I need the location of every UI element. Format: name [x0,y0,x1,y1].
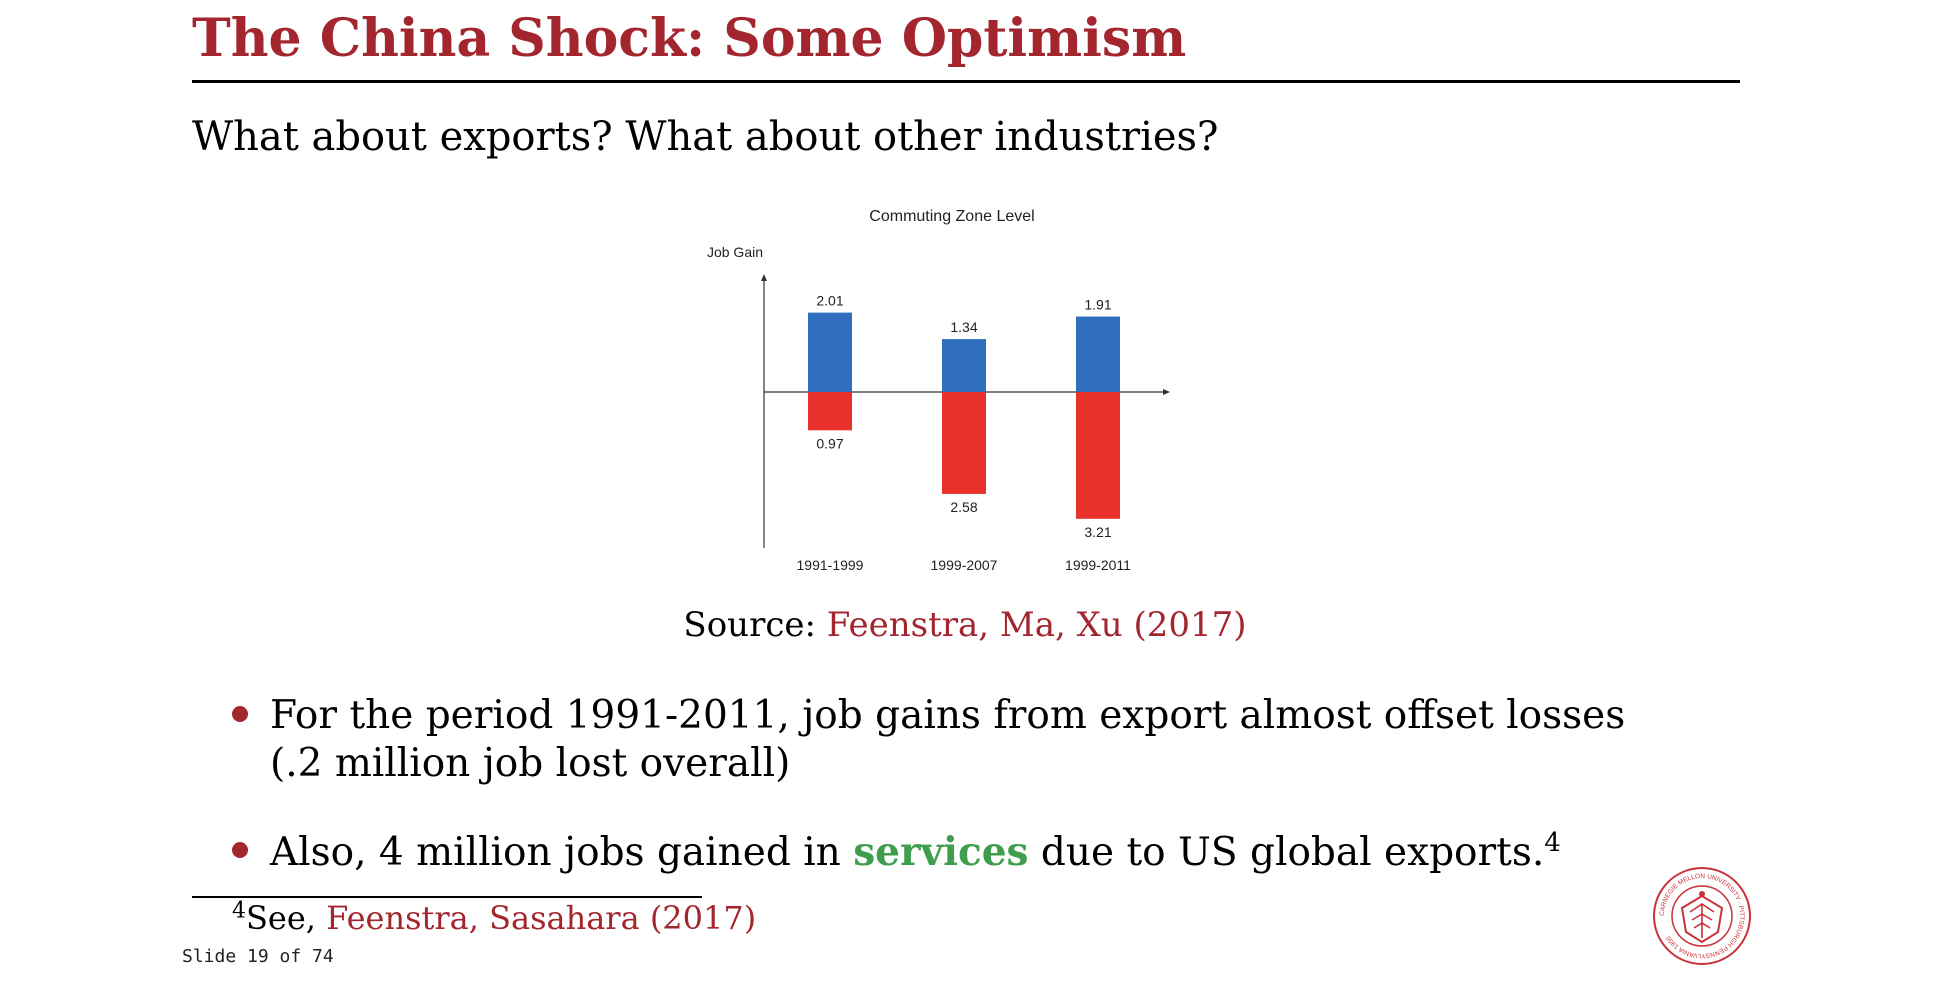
bullet-text-pre: Also, 4 million jobs gained in [270,830,841,875]
title-divider [192,80,1740,83]
chart-category-labels: 1991-1999 1999-2007 1999-2011 [797,557,1132,573]
footnote-marker[interactable]: 4 [1544,828,1561,858]
y-axis-label: Job Gain [707,244,763,260]
job-gain-chart: Commuting Zone Level Job Gain 2.01 0.97 1.… [707,208,1170,573]
slide-title: The China Shock: Some Optimism [192,8,1187,69]
footnote-link[interactable]: Feenstra, Sasahara (2017) [326,899,757,937]
bullet-text: Also, 4 million jobs gained in services … [270,828,1650,877]
bar-value-label: 3.21 [1084,524,1111,540]
bar-job-loss [942,392,986,494]
bar-job-loss [808,392,852,431]
bar-value-label: 1.34 [950,319,977,335]
chart-title: Commuting Zone Level [869,208,1034,225]
footnote-divider [192,896,702,898]
chart-value-labels: 2.01 0.97 1.34 2.58 1.91 3.21 [816,293,1111,540]
source-link[interactable]: Feenstra, Ma, Xu (2017) [826,605,1247,645]
footnote: 4See, Feenstra, Sasahara (2017) [232,898,756,938]
bar-job-gain [942,339,986,392]
bar-job-gain [808,312,852,392]
footnote-number: 4 [232,898,246,924]
bar-value-label: 2.58 [950,499,977,515]
bar-value-label: 1.91 [1084,297,1111,313]
source-label: Source: [683,605,816,645]
bar-job-gain [1076,316,1120,392]
footnote-pre: See, [246,899,316,937]
university-seal-logo: CARNEGIE MELLON UNIVERSITY · PITTSBURGH … [1653,867,1751,965]
bullet-dot [232,842,248,858]
bullet-text: For the period 1991-2011, job gains from… [270,693,1626,786]
bar-value-label: 0.97 [816,435,843,451]
bullet-dot [232,706,248,722]
bar-job-loss [1076,392,1120,519]
slide-subtitle: What about exports? What about other ind… [192,114,1219,160]
slide-number: Slide 19 of 74 [182,946,334,967]
x-axis-arrow [1163,389,1170,395]
x-tick-label: 1999-2007 [931,557,998,573]
bar-value-label: 2.01 [816,293,843,309]
bullet-text-post: due to US global exports. [1040,830,1545,875]
source-line: Source: Feenstra, Ma, Xu (2017) [0,605,1930,645]
services-highlight: services [853,829,1029,875]
chart-bars [808,312,1120,519]
x-tick-label: 1991-1999 [797,557,864,573]
y-axis-arrow [761,274,767,281]
x-tick-label: 1999-2011 [1065,557,1131,573]
